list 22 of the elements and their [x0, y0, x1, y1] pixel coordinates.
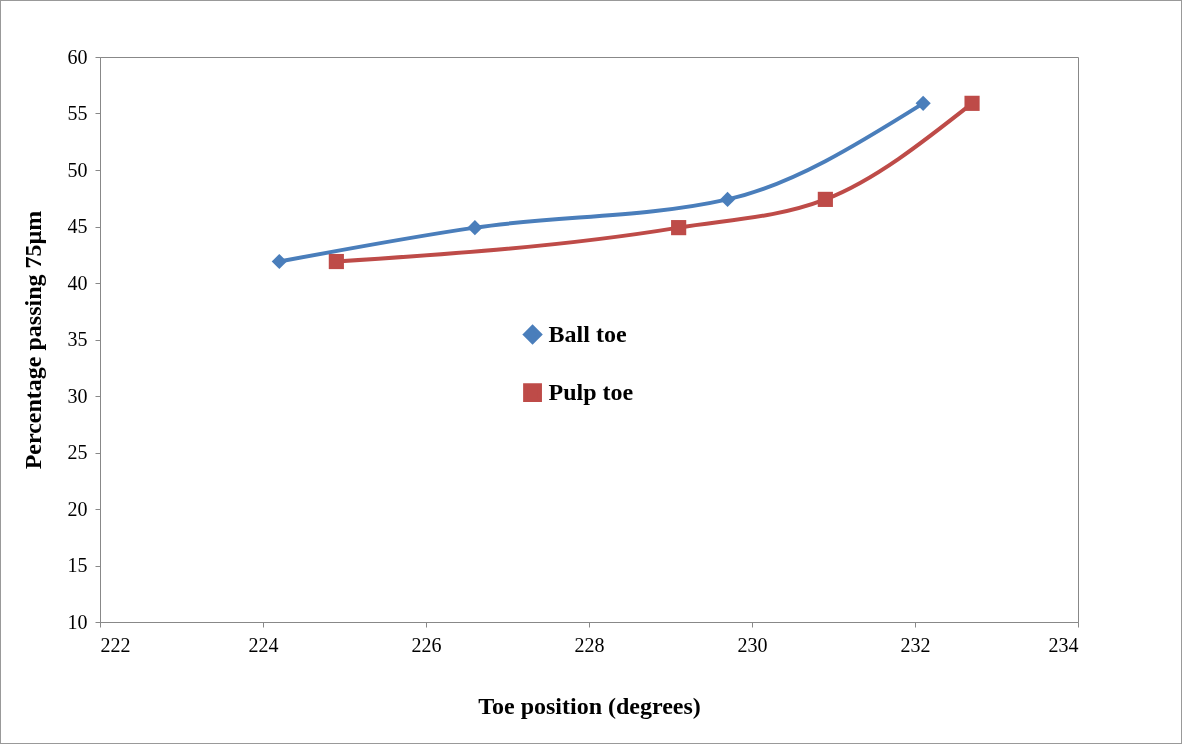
y-tick-label: 55: [67, 102, 88, 124]
x-tick-label: 232: [900, 633, 931, 656]
x-tick-label: 228: [574, 633, 605, 656]
y-tick-label: 10: [67, 610, 88, 633]
x-tick-label: 226: [411, 633, 442, 656]
y-tick-label: 40: [67, 271, 88, 294]
y-tick-label: 30: [67, 384, 88, 407]
y-tick-label: 25: [67, 441, 88, 463]
y-tick-label: 20: [67, 497, 88, 520]
x-tick-label: 234: [1048, 633, 1079, 656]
x-tick-label: 230: [737, 633, 768, 656]
legend-label: Ball toe: [548, 320, 627, 347]
y-tick-label: 15: [67, 554, 88, 576]
legend-label: Pulp toe: [548, 378, 634, 405]
y-tick-label: 35: [67, 328, 88, 350]
y-axis-title: Percentage passing 75µm: [19, 210, 46, 470]
y-tick-label: 50: [67, 158, 88, 181]
y-tick-label: 60: [67, 45, 88, 68]
x-axis-title: Toe position (degrees): [478, 692, 701, 719]
x-tick-label: 224: [248, 633, 279, 656]
x-tick-label: 222: [100, 633, 131, 656]
y-tick-label: 45: [67, 215, 88, 237]
